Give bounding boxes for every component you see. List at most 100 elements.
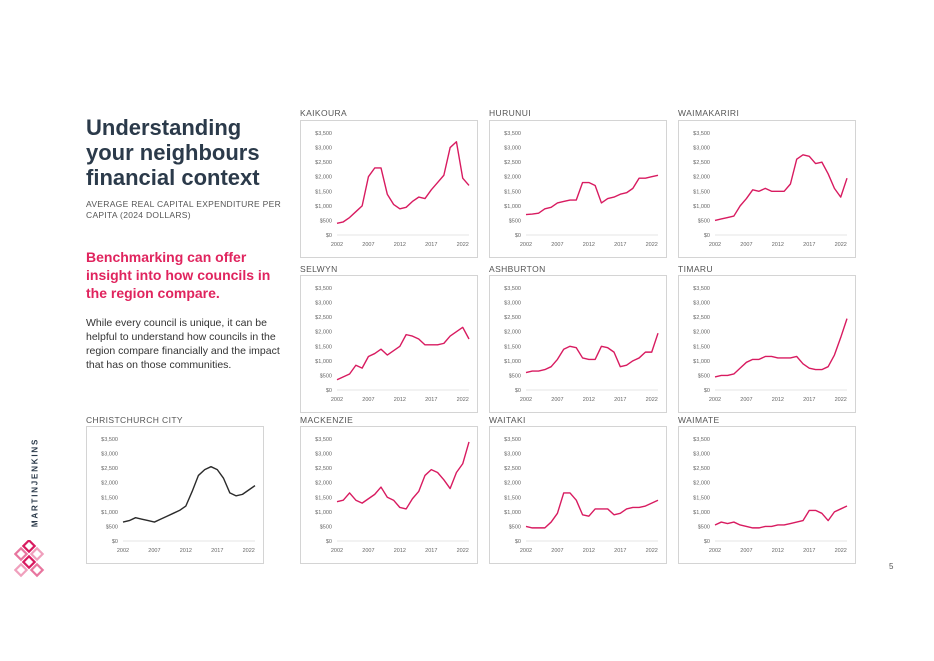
x-tick-label: 2012 (772, 548, 784, 554)
y-tick-label: $500 (698, 373, 710, 379)
page-number: 5 (889, 562, 894, 571)
chart-svg: $0 $500 $1,000 $1,500 $2,000 $2,500 $3,000 $3,5… (101, 437, 256, 554)
y-tick-label: $3,000 (504, 452, 521, 458)
y-tick-label: $0 (704, 388, 710, 394)
x-tick-label: 2022 (243, 548, 255, 554)
x-tick-label: 2017 (425, 242, 437, 248)
y-tick-label: $2,500 (101, 466, 118, 472)
x-tick-label: 2012 (583, 242, 595, 248)
body-text: While every council is unique, it can be… (86, 317, 280, 371)
y-tick-label: $1,000 (315, 510, 332, 516)
y-tick-label: $2,000 (693, 330, 710, 336)
chart-waimakariri: $0 $500 $1,000 $1,500 $2,000 $2,500 $3,000 $3,5… (678, 120, 856, 258)
y-tick-label: $0 (515, 233, 521, 239)
chart-title-kaikoura: KAIKOURA (300, 108, 348, 118)
y-tick-label: $2,000 (504, 481, 521, 487)
series-line (336, 141, 470, 225)
brand-wordmark: MARTINJENKINS (30, 437, 40, 528)
y-tick-label: $1,000 (693, 204, 710, 210)
y-tick-label: $2,500 (315, 315, 332, 321)
y-tick-label: $1,000 (693, 510, 710, 516)
x-tick-label: 2002 (331, 242, 343, 248)
y-tick-label: $3,000 (504, 301, 521, 307)
series-line (122, 465, 256, 523)
y-tick-label: $1,500 (504, 495, 521, 501)
y-tick-label: $2,000 (315, 175, 332, 181)
x-tick-label: 2017 (803, 397, 815, 403)
x-tick-label: 2007 (362, 397, 374, 403)
chart-svg: $0 $500 $1,000 $1,500 $2,000 $2,500 $3,000 $3,5… (693, 131, 848, 248)
y-tick-label: $500 (698, 524, 710, 530)
chart-hurunui: $0 $500 $1,000 $1,500 $2,000 $2,500 $3,000 $3,5… (489, 120, 667, 258)
x-tick-label: 2007 (551, 242, 563, 248)
x-tick-label: 2007 (362, 548, 374, 554)
y-tick-label: $3,500 (693, 286, 710, 292)
x-tick-label: 2017 (614, 242, 626, 248)
y-tick-label: $500 (320, 373, 332, 379)
y-tick-label: $3,500 (504, 286, 521, 292)
x-tick-label: 2017 (614, 548, 626, 554)
series-line (714, 505, 848, 529)
x-tick-label: 2017 (425, 548, 437, 554)
y-tick-label: $2,000 (504, 175, 521, 181)
series-line (336, 441, 470, 510)
x-tick-label: 2007 (551, 397, 563, 403)
x-tick-label: 2022 (646, 548, 658, 554)
x-tick-label: 2002 (520, 397, 532, 403)
y-tick-label: $3,500 (101, 437, 118, 443)
y-tick-label: $1,000 (504, 359, 521, 365)
y-tick-label: $2,500 (693, 466, 710, 472)
page-title: Understanding your neighbours financial … (86, 115, 260, 190)
y-tick-label: $500 (509, 218, 521, 224)
x-tick-label: 2007 (148, 548, 160, 554)
y-tick-label: $1,500 (693, 495, 710, 501)
chart-title-ashburton: ASHBURTON (489, 264, 546, 274)
y-tick-label: $3,500 (504, 131, 521, 137)
y-tick-label: $0 (112, 539, 118, 545)
x-tick-label: 2002 (331, 548, 343, 554)
x-tick-label: 2012 (394, 242, 406, 248)
x-tick-label: 2012 (394, 548, 406, 554)
chart-svg: $0 $500 $1,000 $1,500 $2,000 $2,500 $3,000 $3,5… (315, 286, 470, 403)
chart-title-waitaki: WAITAKI (489, 415, 526, 425)
y-tick-label: $1,000 (693, 359, 710, 365)
y-tick-label: $3,000 (693, 452, 710, 458)
y-tick-label: $3,000 (315, 146, 332, 152)
chart-title-christchurch: CHRISTCHURCH CITY (86, 415, 183, 425)
chart-subtitle: AVERAGE REAL CAPITAL EXPENDITURE PER CAP… (86, 199, 282, 220)
y-tick-label: $0 (326, 233, 332, 239)
y-tick-label: $1,000 (101, 510, 118, 516)
chart-title-mackenzie: MACKENZIE (300, 415, 354, 425)
series-line (525, 332, 659, 374)
y-tick-label: $500 (320, 218, 332, 224)
y-tick-label: $2,500 (504, 466, 521, 472)
x-tick-label: 2002 (709, 548, 721, 554)
y-tick-label: $3,500 (315, 131, 332, 137)
x-tick-label: 2007 (362, 242, 374, 248)
y-tick-label: $0 (515, 388, 521, 394)
y-tick-label: $500 (106, 524, 118, 530)
chart-kaikoura: $0 $500 $1,000 $1,500 $2,000 $2,500 $3,000 $3,5… (300, 120, 478, 258)
y-tick-label: $2,000 (504, 330, 521, 336)
x-tick-label: 2007 (740, 548, 752, 554)
x-tick-label: 2022 (835, 397, 847, 403)
chart-svg: $0 $500 $1,000 $1,500 $2,000 $2,500 $3,000 $3,5… (315, 437, 470, 554)
highlight-text: Benchmarking can offer insight into how … (86, 249, 271, 301)
x-tick-label: 2017 (211, 548, 223, 554)
y-tick-label: $2,500 (315, 466, 332, 472)
y-tick-label: $500 (320, 524, 332, 530)
x-tick-label: 2007 (740, 397, 752, 403)
y-tick-label: $1,500 (101, 495, 118, 501)
x-tick-label: 2002 (709, 242, 721, 248)
y-tick-label: $3,000 (693, 301, 710, 307)
chart-timaru: $0 $500 $1,000 $1,500 $2,000 $2,500 $3,000 $3,5… (678, 275, 856, 413)
y-tick-label: $3,000 (693, 146, 710, 152)
series-line (714, 154, 848, 222)
y-tick-label: $2,000 (693, 481, 710, 487)
y-tick-label: $3,000 (315, 301, 332, 307)
x-tick-label: 2017 (614, 397, 626, 403)
y-tick-label: $3,500 (693, 131, 710, 137)
x-tick-label: 2012 (394, 397, 406, 403)
y-tick-label: $2,500 (504, 315, 521, 321)
y-tick-label: $2,500 (315, 160, 332, 166)
